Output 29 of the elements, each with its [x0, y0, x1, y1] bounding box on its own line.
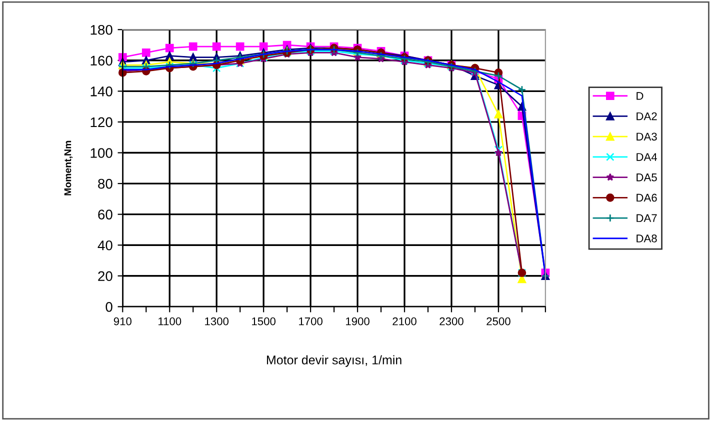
legend-label: DA4	[636, 153, 658, 161]
x-tick-label: 1700	[299, 317, 322, 326]
y-tick-label: 40	[98, 240, 112, 250]
legend-label: D	[636, 92, 644, 100]
y-axis-title: Moment,Nm	[64, 140, 73, 196]
x-tick-label: 2300	[440, 317, 464, 326]
y-tick-label: 140	[90, 86, 112, 96]
legend-label: DA8	[636, 234, 657, 242]
x-tick-label: 2100	[392, 317, 416, 326]
y-tick-label: 180	[90, 24, 112, 35]
x-tick-label: 2500	[486, 317, 510, 326]
y-tick-label: 80	[98, 178, 112, 189]
x-tick-label: 1300	[205, 317, 229, 326]
x-tick-label: 1100	[158, 317, 182, 326]
y-tick-label: 120	[90, 117, 112, 128]
legend-label: DA7	[636, 214, 657, 222]
x-tick-label: 910	[114, 317, 132, 326]
y-tick-label: 160	[90, 56, 112, 66]
legend-label: DA2	[636, 112, 657, 120]
y-tick-label: 20	[98, 271, 112, 282]
legend-label: DA5	[636, 174, 657, 182]
legend-label: DA6	[636, 194, 657, 202]
y-tick-label: 60	[98, 210, 112, 220]
x-axis-title: Motor devir sayısı, 1/min	[266, 355, 402, 367]
legend-label: DA3	[636, 132, 657, 141]
x-tick-label: 1500	[252, 317, 276, 326]
y-tick-label: 0	[106, 302, 112, 312]
x-tick-label: 1900	[346, 317, 370, 326]
y-tick-label: 100	[90, 148, 112, 158]
